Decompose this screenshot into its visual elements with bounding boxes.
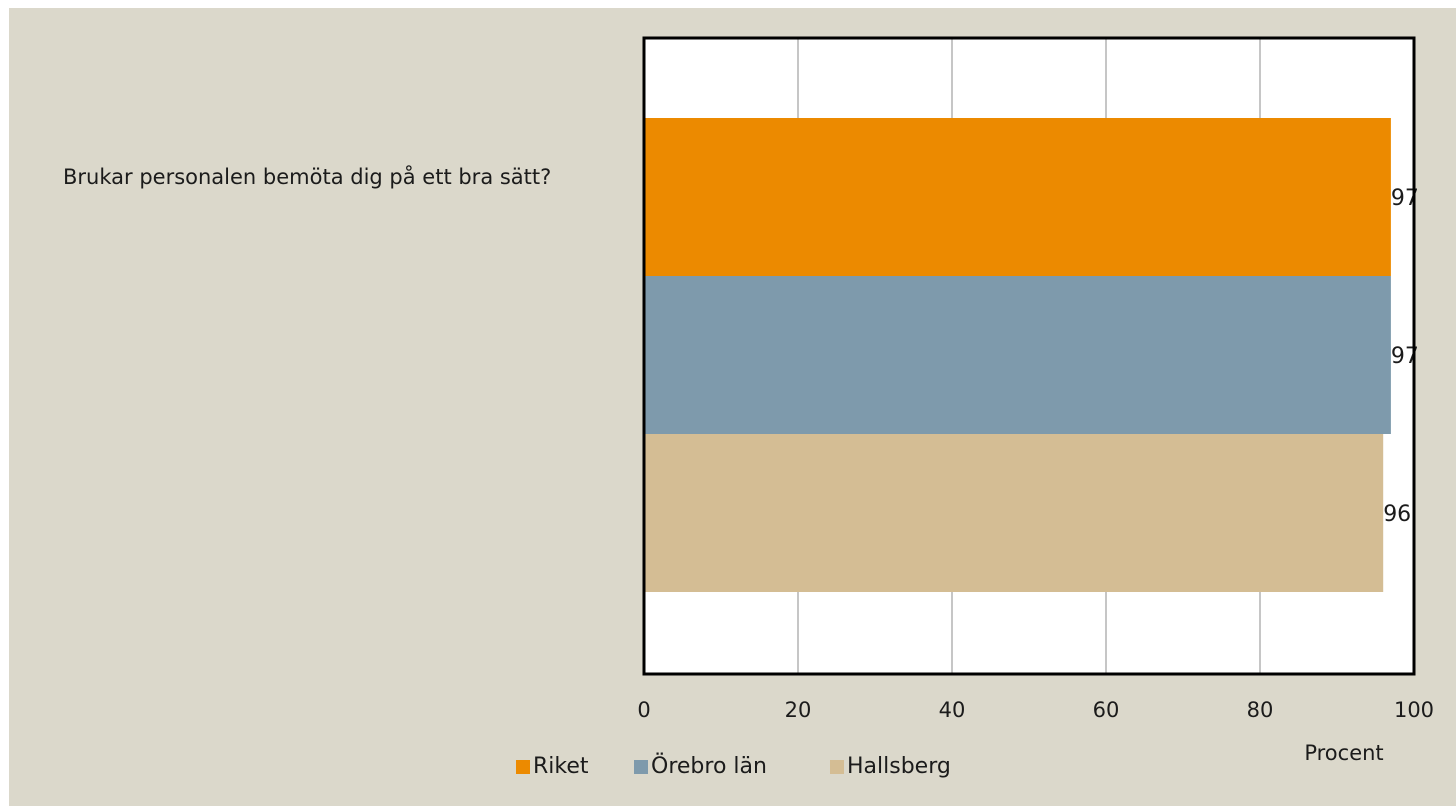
x-tick-label-60: 60 xyxy=(1093,698,1120,722)
x-tick-label-40: 40 xyxy=(939,698,966,722)
legend-label-1: Örebro län xyxy=(651,753,767,779)
legend-label-0: Riket xyxy=(533,754,589,779)
legend-label-2: Hallsberg xyxy=(847,754,951,779)
legend-swatch-0 xyxy=(516,760,530,774)
legend-swatch-2 xyxy=(830,760,844,774)
x-tick-label-100: 100 xyxy=(1394,698,1434,722)
x-tick-label-80: 80 xyxy=(1247,698,1274,722)
legend-swatch-1 xyxy=(634,760,648,774)
bar-hallsberg xyxy=(644,434,1384,592)
x-tick-label-0: 0 xyxy=(637,698,650,722)
bar-örebro-län xyxy=(644,276,1391,434)
question-label: Brukar personalen bemöta dig på ett bra … xyxy=(63,165,552,189)
bar-riket xyxy=(644,118,1391,276)
plot-frame xyxy=(642,36,1416,676)
x-tick-label-20: 20 xyxy=(785,698,812,722)
data-label-2: 96 xyxy=(1383,502,1411,527)
x-axis-title: Procent xyxy=(1304,741,1383,765)
